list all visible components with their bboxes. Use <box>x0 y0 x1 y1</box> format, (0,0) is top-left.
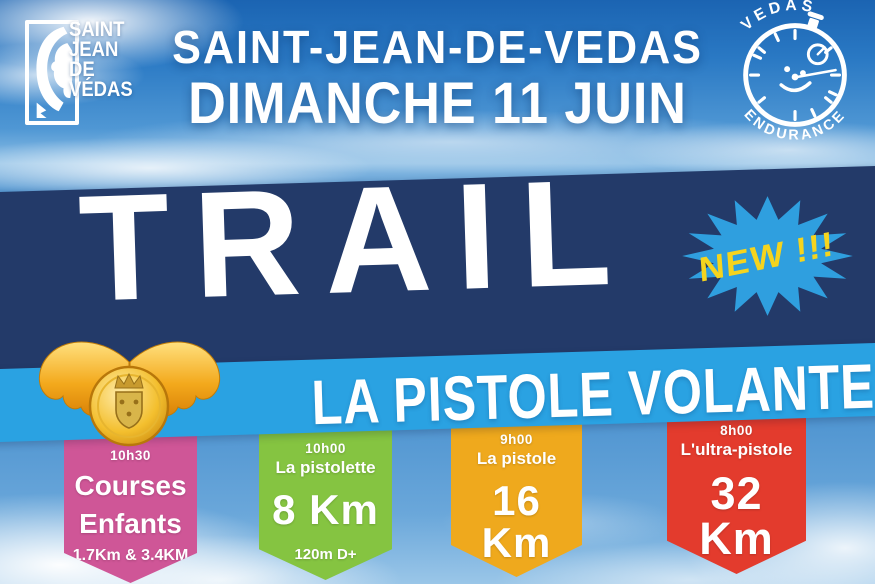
event-name-title: LA PISTOLE VOLANTE <box>310 351 875 439</box>
poster-title-date: DIMANCHE 11 JUIN <box>188 71 687 136</box>
race-distance: 32 Km <box>699 468 774 564</box>
race-name: La pistole <box>476 449 557 468</box>
race-card-16km: 9h00 La pistole 16 Km 235m D+ <box>451 417 582 577</box>
race-time: 8h00 <box>720 423 753 438</box>
race-card-kids: 10h30 Courses Enfants 1.7Km & 3.4KM <box>64 433 197 583</box>
trail-title: TRAIL <box>76 147 638 334</box>
race-time: 9h00 <box>500 432 533 447</box>
logo-line: JEAN <box>69 38 119 61</box>
winged-medal-icon <box>38 341 221 447</box>
new-badge: NEW !!! <box>680 192 855 320</box>
race-card-8km: 10h00 La pistolette 8 Km 120m D+ <box>259 426 392 580</box>
race-name: L'ultra-pistole <box>680 440 793 459</box>
poster-title-location: SAINT-JEAN-DE-VEDAS <box>172 21 703 73</box>
logo-line: SAINT <box>69 18 125 41</box>
race-distances: 1.7Km & 3.4KM <box>72 546 189 564</box>
race-time: 10h30 <box>110 448 151 463</box>
race-name-line2: Enfants <box>79 508 182 540</box>
logo-line: DE <box>69 58 95 81</box>
race-name-line1: Courses <box>74 470 187 501</box>
race-elevation: 120m D+ <box>294 546 357 563</box>
race-distance: 8 Km <box>272 486 379 533</box>
race-card-32km: 8h00 L'ultra-pistole 32 Km 1050m D+ <box>667 408 806 574</box>
stopwatch-icon <box>743 11 847 127</box>
race-time: 10h00 <box>305 441 346 456</box>
city-logo: SAINT JEAN DE VÉDAS <box>25 18 155 125</box>
logo-line: VÉDAS <box>69 78 133 101</box>
logo-text: SAINT JEAN DE VÉDAS <box>69 18 133 101</box>
race-distance: 16 Km <box>481 477 552 566</box>
starburst-icon <box>682 196 853 316</box>
vedas-endurance-badge: VEDAS ENDURANCE <box>738 0 847 144</box>
logo-frame <box>25 20 79 125</box>
knight-logo-icon <box>36 26 73 118</box>
race-name: La pistolette <box>275 458 376 477</box>
